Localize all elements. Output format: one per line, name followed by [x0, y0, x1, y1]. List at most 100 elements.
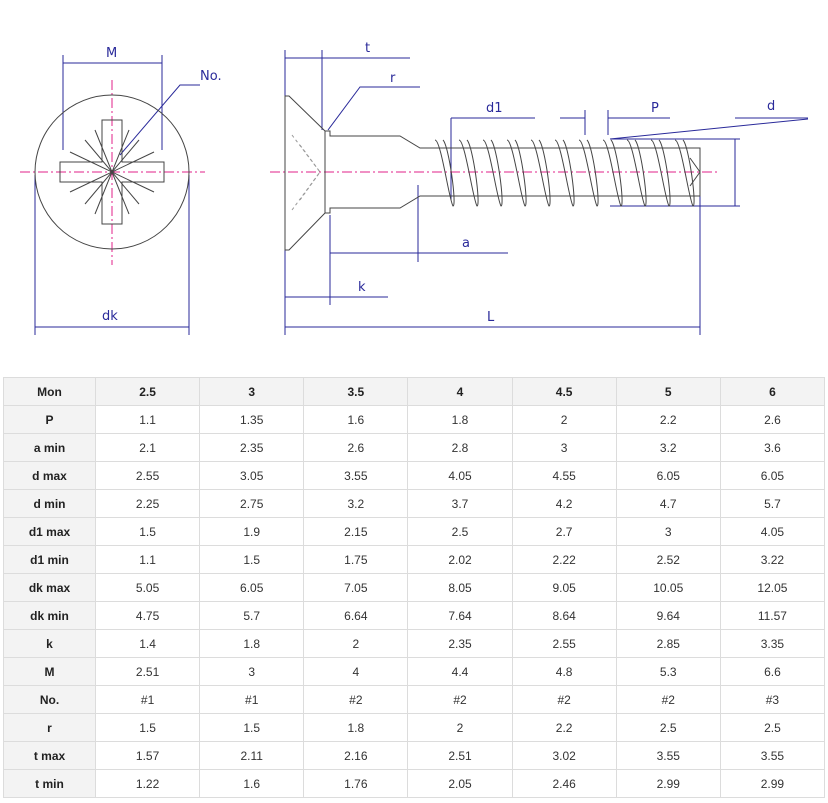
- header-cell: 3.5: [303, 377, 409, 406]
- table-cell: 2.05: [407, 769, 513, 798]
- table-cell: 3.55: [615, 741, 721, 770]
- table-cell: 3.2: [303, 489, 409, 518]
- row-label: a min: [3, 433, 96, 462]
- table-cell: 1.4: [94, 629, 201, 658]
- table-cell: 3.22: [719, 545, 826, 574]
- table-cell: 2: [511, 405, 617, 434]
- table-cell: 4.8: [511, 657, 617, 686]
- table-cell: 8.64: [511, 601, 617, 630]
- table-cell: 2.02: [407, 545, 513, 574]
- table-cell: 1.1: [94, 405, 201, 434]
- thread-mark: [578, 139, 599, 207]
- label-d1: d1: [486, 101, 503, 116]
- thread-mark: [626, 139, 647, 207]
- table-cell: 3.55: [303, 461, 409, 490]
- table-cell: 10.05: [615, 573, 721, 602]
- table-cell: 2.99: [719, 769, 826, 798]
- label-d: d: [767, 99, 775, 114]
- label-dk: dk: [102, 309, 118, 324]
- table-row: dk max 5.05 6.05 7.05 8.05 9.05 10.05 12.05: [3, 573, 826, 602]
- row-label: d1 max: [3, 517, 96, 546]
- table-cell: 2.6: [303, 433, 409, 462]
- table-cell: 2.5: [719, 713, 826, 742]
- table-cell: 2.85: [615, 629, 721, 658]
- label-a: a: [462, 236, 470, 251]
- table-cell: 2.8: [407, 433, 513, 462]
- table-cell: #1: [199, 685, 305, 714]
- header-cell: 5: [615, 377, 721, 406]
- row-label: r: [3, 713, 96, 742]
- table-cell: 5.05: [94, 573, 201, 602]
- table-cell: 7.05: [303, 573, 409, 602]
- label-No: No.: [200, 69, 222, 84]
- table-cell: 6.6: [719, 657, 826, 686]
- table-cell: 2.35: [199, 433, 305, 462]
- table-cell: 4.4: [407, 657, 513, 686]
- table-cell: 4: [303, 657, 409, 686]
- table-row: d min 2.25 2.75 3.2 3.7 4.2 4.7 5.7: [3, 489, 826, 518]
- table-cell: 7.64: [407, 601, 513, 630]
- table-cell: 1.1: [94, 545, 201, 574]
- row-label: d min: [3, 489, 96, 518]
- table-cell: 3.35: [719, 629, 826, 658]
- thread-mark: [506, 139, 527, 207]
- screw-drawing: M No. dk t r d1 P d a k L: [20, 41, 809, 335]
- table-cell: 1.76: [303, 769, 409, 798]
- row-label: P: [3, 405, 96, 434]
- table-cell: 3: [199, 657, 305, 686]
- table-cell: #1: [94, 685, 201, 714]
- table-cell: 2.51: [94, 657, 201, 686]
- table-cell: 1.5: [199, 545, 305, 574]
- table-cell: 2.52: [615, 545, 721, 574]
- table-cell: 2: [303, 629, 409, 658]
- table-cell: 4.05: [719, 517, 826, 546]
- row-label: dk min: [3, 601, 96, 630]
- thread-mark: [530, 139, 551, 207]
- table-cell: 3.05: [199, 461, 305, 490]
- table-cell: 1.22: [94, 769, 201, 798]
- row-label: M: [3, 657, 96, 686]
- table-cell: 4.75: [94, 601, 201, 630]
- table-row: t min 1.22 1.6 1.76 2.05 2.46 2.99 2.99: [3, 769, 826, 798]
- table-row: d1 min 1.1 1.5 1.75 2.02 2.22 2.52 3.22: [3, 545, 826, 574]
- header-cell: 2.5: [94, 377, 201, 406]
- table-cell: 2.55: [94, 461, 201, 490]
- table-cell: 3.55: [719, 741, 826, 770]
- dimension-table: Mon 2.5 3 3.5 4 4.5 5 6 P 1.1 1.35 1.6 1.8 2 2.2 2.6 a …: [3, 377, 826, 798]
- table-cell: 5.3: [615, 657, 721, 686]
- table-cell: 3.7: [407, 489, 513, 518]
- label-k: k: [358, 280, 366, 295]
- table-cell: 2.75: [199, 489, 305, 518]
- table-cell: 1.8: [407, 405, 513, 434]
- table-cell: 6.05: [615, 461, 721, 490]
- table-cell: 2.6: [719, 405, 826, 434]
- table-cell: 1.8: [303, 713, 409, 742]
- table-cell: 5.7: [719, 489, 826, 518]
- header-cell: 4.5: [511, 377, 617, 406]
- table-cell: 1.6: [199, 769, 305, 798]
- table-row: a min 2.1 2.35 2.6 2.8 3 3.2 3.6: [3, 433, 826, 462]
- table-cell: 4.2: [511, 489, 617, 518]
- table-cell: #3: [719, 685, 826, 714]
- table-cell: 1.6: [303, 405, 409, 434]
- table-cell: 9.05: [511, 573, 617, 602]
- table-cell: 3: [615, 517, 721, 546]
- table-cell: 1.5: [94, 517, 201, 546]
- table-cell: 2.11: [199, 741, 305, 770]
- table-cell: 12.05: [719, 573, 826, 602]
- table-cell: 3.6: [719, 433, 826, 462]
- table-cell: 4.7: [615, 489, 721, 518]
- header-cell: 4: [407, 377, 513, 406]
- header-cell: 3: [199, 377, 305, 406]
- table-cell: 6.05: [719, 461, 826, 490]
- thread-mark: [434, 139, 455, 207]
- table-cell: 2.5: [615, 713, 721, 742]
- table-cell: 8.05: [407, 573, 513, 602]
- row-label: d1 min: [3, 545, 96, 574]
- thread-mark: [458, 139, 479, 207]
- thread-mark: [602, 139, 623, 207]
- table-cell: 2.15: [303, 517, 409, 546]
- row-label: t min: [3, 769, 96, 798]
- thread-mark: [650, 139, 671, 207]
- table-cell: 1.35: [199, 405, 305, 434]
